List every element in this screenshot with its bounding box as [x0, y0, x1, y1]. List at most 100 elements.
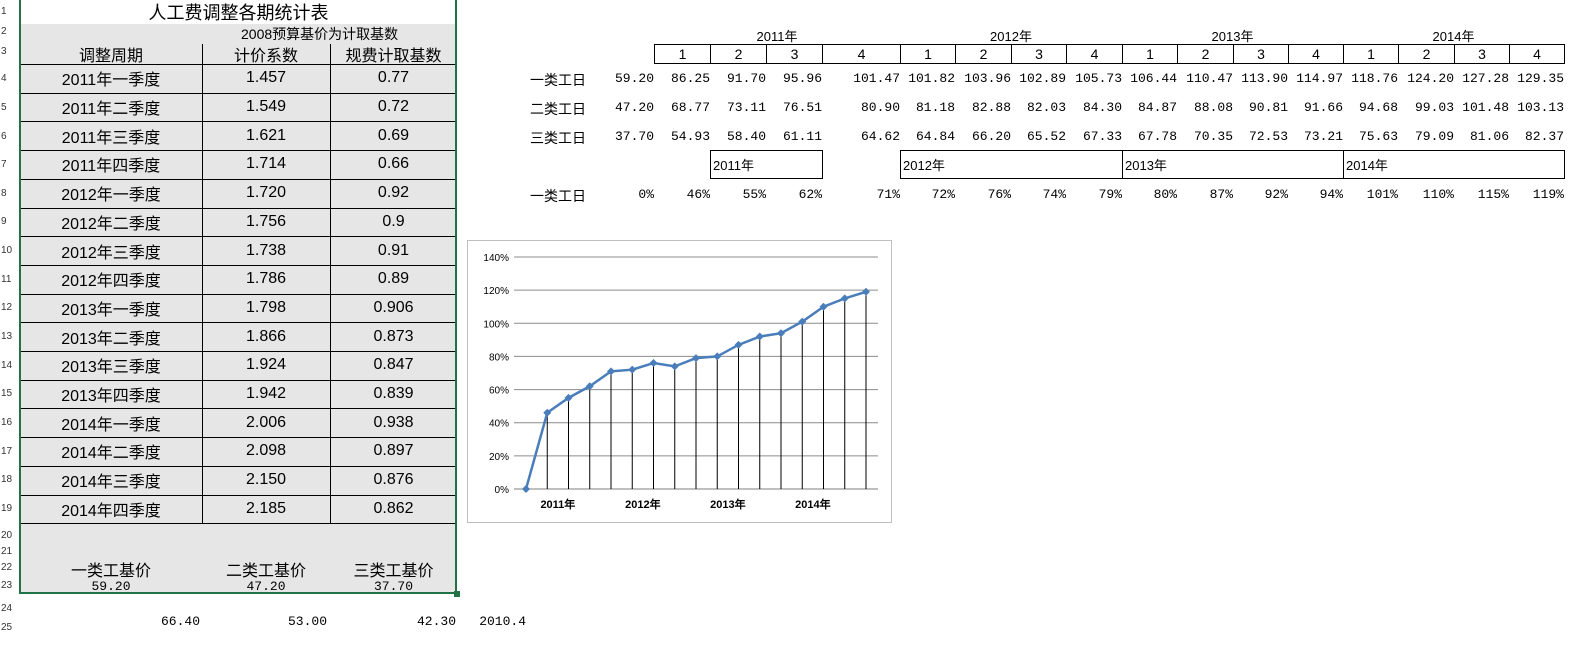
- coefficient-cell[interactable]: 1.786: [245, 270, 287, 288]
- pct-value-cell[interactable]: 72%: [931, 187, 955, 202]
- row25-value-3[interactable]: 42.30: [416, 614, 456, 629]
- row-number[interactable]: 14: [1, 360, 13, 371]
- row-number[interactable]: 9: [1, 216, 7, 227]
- base-value-class2[interactable]: 47.20: [246, 578, 286, 594]
- pct-row-label[interactable]: 一类工日: [530, 188, 586, 204]
- fee-base-cell[interactable]: 0.91: [377, 241, 410, 259]
- pct-value-cell[interactable]: 115%: [1477, 187, 1509, 202]
- row-number[interactable]: 3: [1, 46, 7, 57]
- year-group-box[interactable]: 2014年: [1343, 150, 1565, 179]
- period-cell[interactable]: 2014年四季度: [61, 502, 161, 520]
- value-cell[interactable]: 114.97: [1296, 71, 1343, 86]
- base-label-class3[interactable]: 三类工基价: [353, 563, 434, 580]
- row-number[interactable]: 19: [1, 503, 13, 514]
- pct-value-cell[interactable]: 74%: [1042, 187, 1066, 202]
- value-cell[interactable]: 113.90: [1241, 71, 1288, 86]
- row-number[interactable]: 7: [1, 159, 7, 170]
- row-number[interactable]: 20: [1, 530, 13, 541]
- fee-base-cell[interactable]: 0.862: [373, 499, 414, 517]
- coefficient-cell[interactable]: 1.924: [245, 356, 287, 374]
- value-cell[interactable]: 72.53: [1248, 129, 1288, 144]
- value-cell[interactable]: 95.96: [782, 71, 822, 86]
- coefficient-cell[interactable]: 1.942: [245, 385, 287, 403]
- value-cell[interactable]: 103.13: [1517, 100, 1564, 115]
- value-cell[interactable]: 64.84: [915, 129, 955, 144]
- year-header[interactable]: 2013年: [1211, 28, 1254, 44]
- value-cell[interactable]: 127.28: [1462, 71, 1509, 86]
- row-number[interactable]: 22: [1, 562, 13, 573]
- row-number[interactable]: 25: [1, 622, 13, 633]
- quarter-header[interactable]: 1: [1122, 44, 1178, 64]
- period-cell[interactable]: 2014年一季度: [61, 416, 161, 434]
- pct-value-cell[interactable]: 79%: [1098, 187, 1122, 202]
- year-group-box[interactable]: 2013年: [1122, 150, 1344, 179]
- fee-base-cell[interactable]: 0.847: [373, 356, 414, 374]
- row-number[interactable]: 2: [1, 26, 7, 37]
- quarter-header[interactable]: 4: [1066, 44, 1123, 64]
- line-chart[interactable]: 0% 20% 40% 60% 80% 100% 120% 140% 2011年 2012年 2013…: [467, 240, 892, 523]
- coefficient-cell[interactable]: 1.738: [245, 241, 287, 259]
- row-number[interactable]: 8: [1, 188, 7, 199]
- row-number[interactable]: 5: [1, 102, 7, 113]
- period-cell[interactable]: 2012年三季度: [61, 244, 161, 262]
- coefficient-cell[interactable]: 1.798: [245, 298, 287, 316]
- fee-base-cell[interactable]: 0.69: [377, 126, 410, 144]
- period-cell[interactable]: 2011年三季度: [61, 129, 161, 147]
- value-cell[interactable]: 82.37: [1524, 129, 1564, 144]
- period-cell[interactable]: 2012年二季度: [61, 215, 161, 233]
- fee-base-cell[interactable]: 0.873: [373, 327, 414, 345]
- pct-value-cell[interactable]: 76%: [987, 187, 1011, 202]
- quarter-header[interactable]: 2: [710, 44, 767, 64]
- year-header[interactable]: 2014年: [1432, 28, 1475, 44]
- value-cell[interactable]: 86.25: [670, 71, 710, 86]
- value-cell[interactable]: 124.20: [1407, 71, 1454, 86]
- value-cell[interactable]: 67.33: [1082, 129, 1122, 144]
- value-cell[interactable]: 101.48: [1462, 100, 1509, 115]
- quarter-header[interactable]: 3: [766, 44, 823, 64]
- row-number[interactable]: 24: [1, 603, 13, 614]
- value-cell[interactable]: 102.89: [1019, 71, 1066, 86]
- coefficient-cell[interactable]: 1.720: [245, 184, 287, 202]
- sheet-subtitle[interactable]: 2008预算基价为计取基数: [241, 26, 399, 42]
- pct-value-cell[interactable]: 62%: [798, 187, 822, 202]
- value-cell[interactable]: 106.44: [1130, 71, 1177, 86]
- pct-value-cell[interactable]: 110%: [1422, 187, 1454, 202]
- quarter-header[interactable]: 2: [1398, 44, 1455, 64]
- row-label[interactable]: 三类工日: [530, 130, 586, 146]
- period-cell[interactable]: 2011年二季度: [61, 101, 161, 119]
- value-cell[interactable]: 91.66: [1303, 100, 1343, 115]
- value-cell[interactable]: 82.88: [971, 100, 1011, 115]
- quarter-header[interactable]: 1: [900, 44, 956, 64]
- value-cell[interactable]: 101.47: [853, 71, 900, 86]
- quarter-header[interactable]: 2: [955, 44, 1012, 64]
- fee-base-cell[interactable]: 0.66: [377, 155, 410, 173]
- value-cell[interactable]: 101.82: [908, 71, 955, 86]
- quarter-header[interactable]: 4: [1288, 44, 1344, 64]
- value-cell[interactable]: 88.08: [1193, 100, 1233, 115]
- value-cell[interactable]: 79.09: [1414, 129, 1454, 144]
- row-number[interactable]: 18: [1, 474, 13, 485]
- value-cell[interactable]: 82.03: [1026, 100, 1066, 115]
- quarter-header[interactable]: 4: [1509, 44, 1565, 64]
- value-cell[interactable]: 110.47: [1186, 71, 1233, 86]
- value-cell[interactable]: 61.11: [782, 129, 822, 144]
- value-cell[interactable]: 54.93: [670, 129, 710, 144]
- value-cell[interactable]: 118.76: [1351, 71, 1398, 86]
- value-cell[interactable]: 80.90: [860, 100, 900, 115]
- quarter-header[interactable]: 4: [822, 44, 901, 64]
- row-number[interactable]: 13: [1, 331, 13, 342]
- period-cell[interactable]: 2011年一季度: [61, 72, 161, 90]
- value-cell[interactable]: 81.18: [915, 100, 955, 115]
- fee-base-cell[interactable]: 0.9: [382, 212, 405, 230]
- pct-value-cell[interactable]: 94%: [1319, 187, 1343, 202]
- value-cell[interactable]: 67.78: [1137, 129, 1177, 144]
- period-cell[interactable]: 2013年一季度: [61, 301, 161, 319]
- quarter-header[interactable]: 3: [1011, 44, 1067, 64]
- value-cell[interactable]: 105.73: [1075, 71, 1122, 86]
- pct-value-cell[interactable]: 80%: [1153, 187, 1177, 202]
- base-value-class1[interactable]: 59.20: [91, 578, 131, 594]
- value-cell[interactable]: 59.20: [614, 71, 654, 86]
- row-number[interactable]: 1: [1, 6, 7, 17]
- row-number[interactable]: 15: [1, 388, 13, 399]
- row-number[interactable]: 4: [1, 73, 7, 84]
